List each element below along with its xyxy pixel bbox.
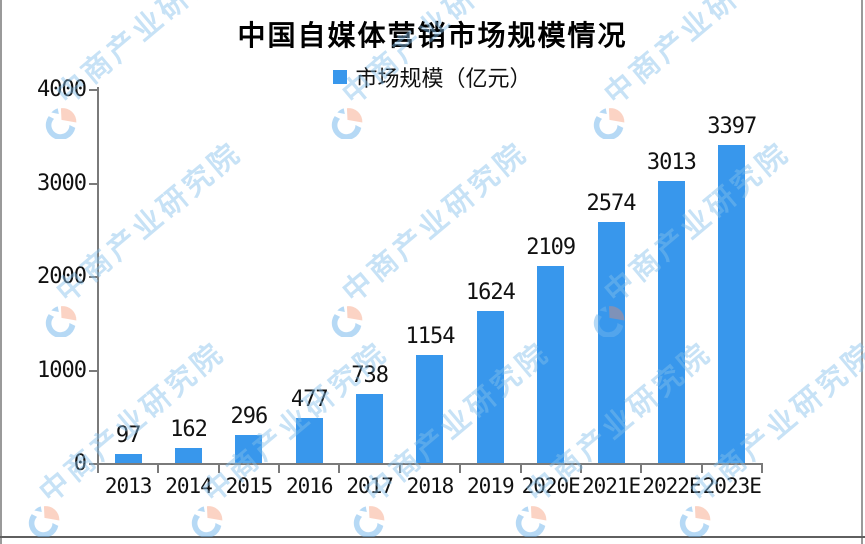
x-axis-tick xyxy=(338,465,341,473)
bar-2014 xyxy=(175,448,203,463)
value-label-2023E: 3397 xyxy=(707,114,757,139)
x-axis-tick xyxy=(579,465,582,473)
x-axis-tick xyxy=(760,465,763,473)
x-axis-tick xyxy=(398,465,401,473)
y-axis-tick xyxy=(89,369,98,372)
x-axis-label-2014: 2014 xyxy=(165,474,213,498)
legend-label: 市场规模（亿元） xyxy=(355,67,532,92)
bar-2020E xyxy=(537,266,565,463)
legend-marker-swatch xyxy=(333,70,348,84)
x-axis-label-2017: 2017 xyxy=(346,474,394,498)
y-axis-label: 4000 xyxy=(37,77,87,102)
x-axis-label-2015: 2015 xyxy=(225,474,274,498)
value-label-2017: 738 xyxy=(351,363,389,388)
value-label-2016: 477 xyxy=(290,387,329,412)
bar-2021E xyxy=(597,222,625,463)
value-label-2015: 296 xyxy=(230,404,269,429)
left-border xyxy=(0,0,2,544)
value-label-2021E: 2574 xyxy=(586,191,637,216)
value-label-2014: 162 xyxy=(170,417,208,442)
x-axis-label-2020E: 2020E xyxy=(521,474,581,498)
value-label-2018: 1154 xyxy=(405,324,455,349)
x-axis-tick xyxy=(217,465,220,473)
x-axis-tick xyxy=(519,465,522,473)
x-axis-tick xyxy=(278,465,281,473)
x-axis-tick xyxy=(640,465,643,473)
value-label-2022E: 3013 xyxy=(646,150,697,175)
x-axis-tick xyxy=(700,465,703,473)
x-axis-label-2021E: 2021E xyxy=(581,474,641,498)
y-axis-label: 1000 xyxy=(37,357,87,383)
bar-2016 xyxy=(295,418,323,463)
x-axis-label-2022E: 2022E xyxy=(642,474,701,498)
y-axis-label: 2000 xyxy=(37,264,87,289)
value-label-2020E: 2109 xyxy=(526,235,576,260)
y-axis-label: 0 xyxy=(73,451,87,476)
bar-2023E xyxy=(718,145,746,463)
chart-title: 中国自媒体营销市场规模情况 xyxy=(237,19,628,52)
x-axis-label-2018: 2018 xyxy=(406,474,455,498)
x-axis-label-2019: 2019 xyxy=(467,474,515,498)
y-axis-label: 3000 xyxy=(37,170,87,196)
y-axis-tick xyxy=(89,182,98,185)
bar-2019 xyxy=(476,311,504,463)
bar-2017 xyxy=(356,394,384,463)
bottom-border xyxy=(0,536,865,538)
y-axis-tick xyxy=(89,276,98,278)
bar-2022E xyxy=(657,181,685,463)
value-label-2019: 1624 xyxy=(465,280,516,305)
y-axis-tick xyxy=(89,89,98,91)
right-border xyxy=(861,0,863,544)
x-axis-label-2016: 2016 xyxy=(285,474,334,498)
value-label-2013: 97 xyxy=(115,423,142,448)
bar-2013 xyxy=(114,454,142,463)
x-axis-label-2023E: 2023E xyxy=(702,474,762,498)
x-axis-line xyxy=(97,463,763,465)
x-axis-tick xyxy=(97,465,99,473)
legend: 市场规模（亿元） xyxy=(0,61,865,93)
x-axis-tick xyxy=(157,465,160,473)
x-axis-label-2013: 2013 xyxy=(104,474,153,498)
y-axis-line xyxy=(97,87,99,465)
x-axis-tick xyxy=(459,465,462,473)
bar-2015 xyxy=(235,435,263,463)
bar-2018 xyxy=(416,355,444,463)
y-axis-tick xyxy=(89,463,98,465)
